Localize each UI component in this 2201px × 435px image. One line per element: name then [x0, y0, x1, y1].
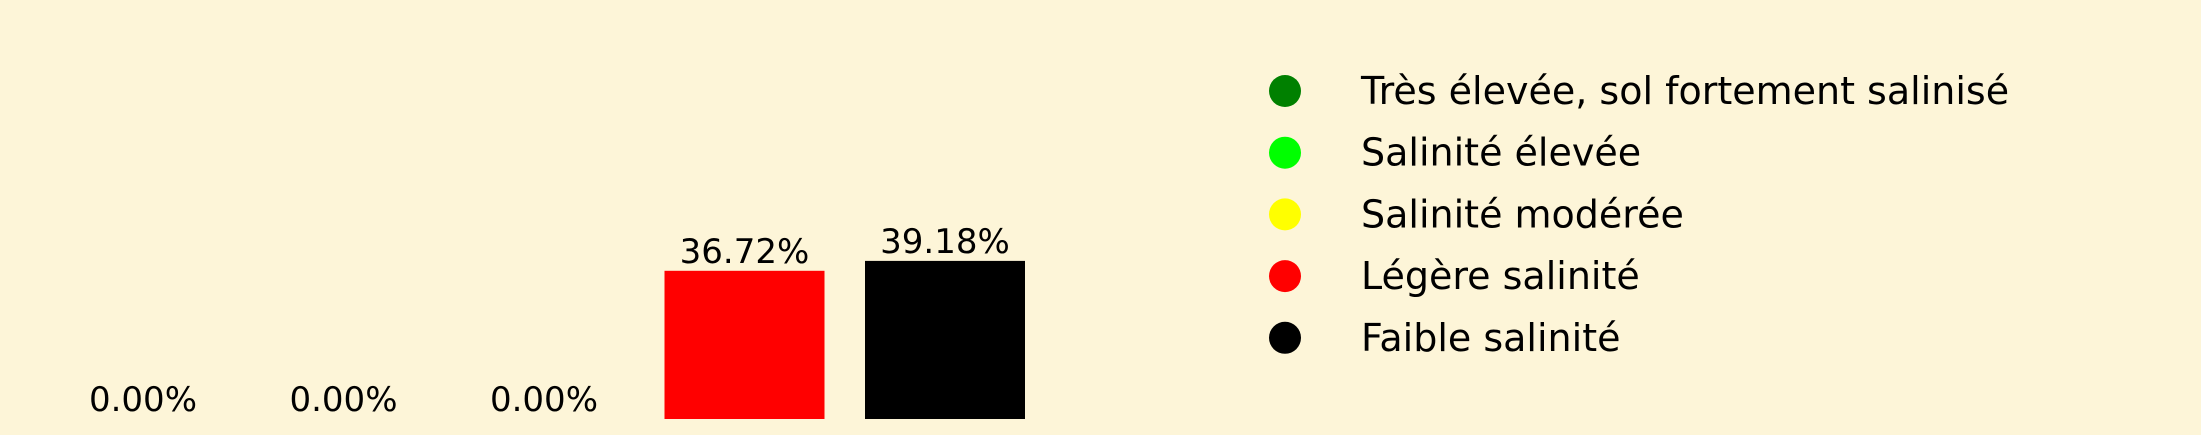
legend-item: Très élevée, sol fortement salinisé — [1269, 69, 2009, 113]
legend-item: Salinité élevée — [1269, 131, 1641, 175]
legend-label: Très élevée, sol fortement salinisé — [1360, 69, 2009, 113]
value-labels-group: 0.00% 0.00% 0.00% 36.72% 39.18% — [89, 222, 1010, 420]
legend-marker-icon — [1269, 75, 1301, 107]
legend-item: Légère salinité — [1269, 254, 1640, 298]
legend-marker-icon — [1269, 198, 1301, 231]
legend-item: Faible salinité — [1269, 316, 1620, 360]
legend-marker-icon — [1269, 136, 1301, 169]
bar-value-label: 0.00% — [490, 380, 598, 420]
bar-value-label: 36.72% — [680, 232, 810, 272]
bar-value-label: 39.18% — [880, 222, 1010, 262]
bar-4 — [664, 270, 825, 419]
bar-value-label: 0.00% — [89, 380, 197, 420]
legend-marker-icon — [1269, 260, 1301, 293]
legend-item: Salinité modérée — [1269, 192, 1684, 236]
legend-label: Faible salinité — [1361, 316, 1620, 360]
legend-label: Salinité modérée — [1361, 192, 1684, 236]
legend-label: Salinité élevée — [1361, 131, 1641, 175]
legend-marker-icon — [1269, 321, 1301, 354]
bar-value-label: 0.00% — [289, 380, 397, 420]
bar-5 — [865, 260, 1025, 419]
bars-group — [664, 260, 1025, 419]
legend: Très élevée, sol fortement salinisé Salin… — [1269, 69, 2009, 360]
legend-label: Légère salinité — [1361, 254, 1640, 298]
